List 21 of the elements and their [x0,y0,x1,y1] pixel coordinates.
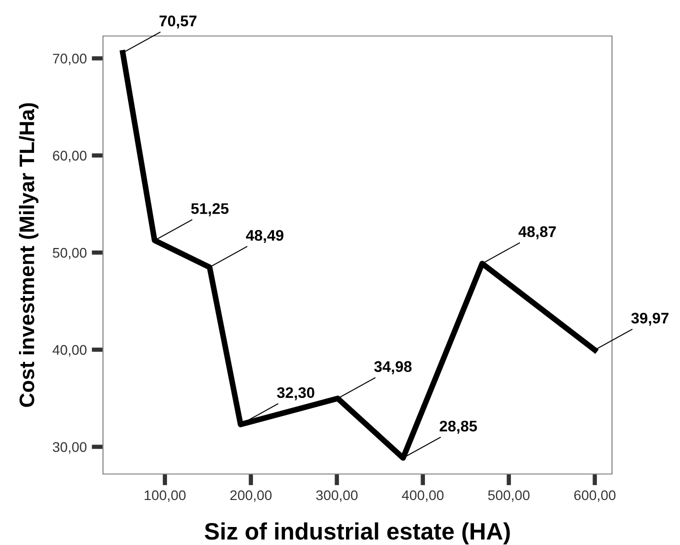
y-axis-title: Cost investment (Milyar TL/Ha) [18,103,38,407]
y-tick-label: 40,00 [52,345,86,356]
data-label: 48,49 [246,230,284,243]
y-tick-label: 30,00 [52,442,86,454]
x-tick-label: 100,00 [144,490,186,502]
data-label: 48,87 [518,226,556,240]
y-tick-label: 50,00 [52,248,86,260]
data-label: 70,57 [160,16,196,29]
x-tick-label: 500,00 [488,490,530,502]
data-label: 34,98 [374,361,412,374]
x-tick-label: 600,00 [574,490,616,502]
x-tick-label: 200,00 [230,490,272,502]
x-tick-label: 300,00 [316,490,358,502]
data-label: 51,25 [191,203,229,216]
y-tick-label: 70,00 [52,54,86,66]
data-label: 32,30 [277,387,314,400]
x-axis-title: Siz of industrial estate (HA) [204,522,510,544]
data-label: 28,85 [440,420,477,434]
y-tick-label: 60,00 [52,150,86,162]
data-label: 39,97 [631,312,668,326]
x-tick-label: 400,00 [402,490,444,502]
